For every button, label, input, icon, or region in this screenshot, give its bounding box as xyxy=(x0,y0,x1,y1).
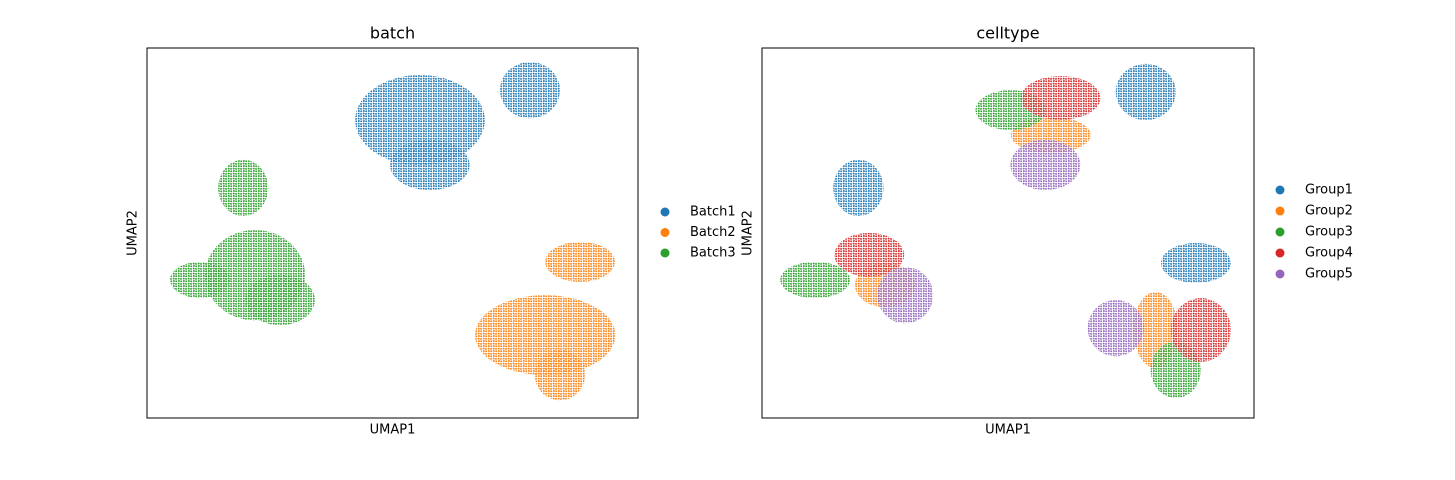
x-axis-label: UMAP1 xyxy=(370,423,416,438)
cluster xyxy=(355,75,485,166)
y-axis-label: UMAP2 xyxy=(126,210,141,256)
legend-label: Batch3 xyxy=(690,246,736,261)
cluster xyxy=(545,241,615,282)
cluster xyxy=(390,139,470,191)
legend-label: Batch2 xyxy=(690,225,736,240)
legend-marker xyxy=(660,248,670,258)
chart-title: celltype xyxy=(976,24,1039,43)
axes-frame xyxy=(761,47,1255,419)
legend-label: Group3 xyxy=(1305,225,1353,240)
legend-label: Group2 xyxy=(1305,204,1353,219)
cluster xyxy=(1115,63,1176,121)
legend-label: Group5 xyxy=(1305,267,1353,282)
x-axis-label: UMAP1 xyxy=(985,423,1031,438)
legend-marker xyxy=(1275,227,1285,237)
cluster xyxy=(245,274,315,326)
chart-title: batch xyxy=(370,24,415,43)
legend-marker xyxy=(1275,206,1285,216)
cluster xyxy=(218,159,269,216)
legend-marker xyxy=(660,228,670,237)
cluster xyxy=(877,267,934,324)
y-axis-label: UMAP2 xyxy=(741,210,756,256)
cluster xyxy=(1087,299,1144,357)
legend-label: Group4 xyxy=(1305,246,1353,261)
legend-marker xyxy=(1275,248,1285,258)
legend-label: Batch1 xyxy=(690,205,736,220)
cluster xyxy=(1010,139,1081,191)
cluster xyxy=(500,62,560,119)
cluster xyxy=(780,261,851,299)
cluster xyxy=(1020,76,1101,120)
cluster xyxy=(833,159,884,216)
legend-marker xyxy=(1275,269,1285,279)
legend-marker xyxy=(660,207,670,217)
legend-label: Group1 xyxy=(1305,183,1353,198)
cluster xyxy=(170,261,230,299)
cluster xyxy=(534,349,585,401)
cluster xyxy=(1161,242,1231,283)
cluster xyxy=(1170,298,1231,362)
cluster xyxy=(474,295,616,376)
legend-marker xyxy=(1275,185,1285,195)
cluster xyxy=(834,233,905,277)
axes-frame xyxy=(146,47,639,419)
